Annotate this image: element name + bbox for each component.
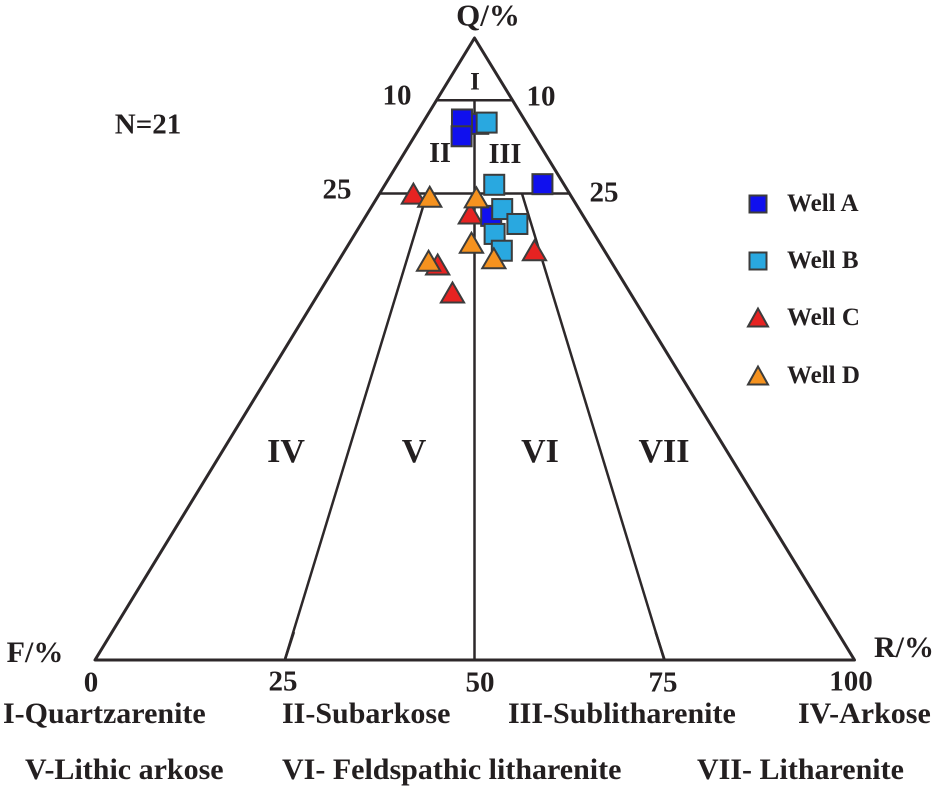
well-b-marker-icon [748, 251, 768, 271]
data-point-marker-8 [456, 201, 484, 225]
region-label-I: I [470, 68, 480, 96]
caption-subarkose: II-Subarkose [282, 697, 451, 730]
gridline-label-10-right: 10 [526, 80, 556, 113]
caption-sublitharenite: III-Sublitharenite [508, 697, 736, 730]
r-axis-label: R/% [874, 631, 934, 664]
data-point-marker-19 [439, 280, 466, 304]
legend-marker-shape [746, 364, 770, 386]
gridline-label-25-left: 25 [322, 173, 352, 206]
legend-item-well-c: Well C [744, 304, 860, 332]
legend-marker-shape [748, 251, 768, 271]
well-a-marker-icon [748, 194, 768, 214]
data-point-marker-6 [400, 181, 427, 205]
f-axis-label: F/% [6, 636, 64, 669]
region-label-V: V [401, 433, 427, 470]
caption-litharenite: VII- Litharenite [697, 753, 904, 786]
q-axis-label: Q/% [456, 0, 520, 33]
region-label-VI: VI [521, 433, 559, 470]
legend-label-well-c: Well C [787, 304, 860, 331]
legend-item-well-b: Well B [744, 247, 859, 275]
gridline-label-10-left: 10 [382, 79, 412, 112]
legend-marker-shape [748, 194, 768, 214]
caption-feldspathic-litharenite: VI- Feldspathic litharenite [282, 753, 622, 786]
legend-label-well-a: Well A [787, 190, 859, 217]
base-tick-25: 25 [268, 665, 298, 698]
legend-label-well-d: Well D [787, 362, 860, 389]
region-label-III: III [488, 139, 522, 170]
legend-item-well-a: Well A [744, 190, 859, 218]
base-tick-50: 50 [465, 666, 495, 699]
divider-line-2 [520, 193, 666, 661]
base-tick-mark-75 [654, 631, 666, 661]
region-label-II: II [429, 138, 451, 169]
base-tick-100: 100 [829, 665, 873, 698]
data-point-marker-1 [475, 111, 498, 134]
base-tick-mark-25 [283, 631, 296, 661]
data-point-marker-3 [450, 125, 473, 148]
data-point-marker-16 [521, 238, 548, 262]
data-point-marker-7 [416, 184, 444, 208]
caption-arkose: IV-Arkose [798, 697, 931, 730]
base-tick-75: 75 [648, 666, 678, 699]
data-point-marker-5 [531, 173, 554, 196]
region-label-IV: IV [267, 433, 305, 470]
base-tick-0: 0 [83, 666, 99, 699]
divider-line-1 [283, 193, 429, 661]
sample-count-label: N=21 [114, 108, 182, 141]
region-label-VII: VII [638, 433, 690, 470]
caption-lithic-arkose: V-Lithic arkose [25, 753, 224, 786]
well-c-marker-icon [746, 306, 770, 328]
data-point-marker-11 [506, 212, 529, 235]
caption-quartzarenite: I-Quartzarenite [3, 697, 206, 730]
data-point-marker-20 [458, 230, 485, 254]
legend-item-well-d: Well D [744, 362, 860, 390]
data-point-marker-15 [480, 246, 508, 270]
data-point-marker-4 [483, 173, 506, 196]
gridline-label-25-right: 25 [589, 176, 619, 209]
data-point-marker-18 [415, 248, 442, 272]
legend-label-well-b: Well B [787, 247, 859, 274]
legend-marker-shape [746, 306, 770, 328]
data-point-marker-13 [463, 185, 490, 209]
well-d-marker-icon [746, 364, 770, 386]
